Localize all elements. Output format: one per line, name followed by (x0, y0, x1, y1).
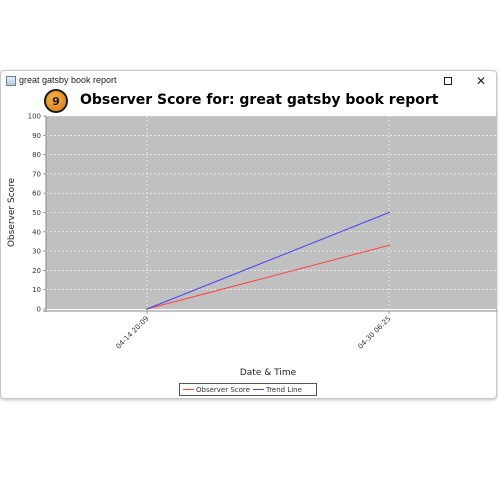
y-tick-label: 60 (32, 190, 41, 198)
score-badge: 9 (44, 89, 68, 113)
legend-label: Observer Score (196, 385, 250, 394)
y-tick-label: 10 (32, 286, 41, 294)
title-bar[interactable]: great gatsby book report ✕ (1, 71, 496, 91)
data-point (146, 308, 148, 310)
close-button[interactable]: ✕ (475, 74, 487, 88)
legend-item-trend-line: Trend Line (252, 385, 302, 394)
data-point (388, 211, 390, 214)
legend-item-observer-score: Observer Score (183, 386, 250, 394)
legend-swatch (252, 389, 264, 390)
legend-swatch (183, 389, 194, 390)
data-point (388, 244, 390, 247)
chart-legend: Observer Score Trend Line (179, 383, 317, 396)
window-title: great gatsby book report (19, 75, 117, 85)
series-line-observer-score (146, 244, 390, 310)
y-tick-label: 50 (32, 209, 41, 217)
y-tick-label: 100 (28, 113, 41, 121)
y-tick-label: 80 (32, 151, 41, 159)
java-window-icon (6, 76, 16, 86)
x-tick-label: 04-14 20:09 (115, 315, 151, 351)
series-line-trend-line (146, 212, 390, 310)
score-badge-number: 9 (52, 94, 60, 108)
y-axis-label: Observer Score (7, 177, 17, 247)
legend-label: Trend Line (265, 385, 302, 394)
y-tick-label: 90 (32, 132, 41, 140)
maximize-button[interactable] (441, 74, 455, 88)
maximize-icon (444, 77, 452, 85)
y-tick-label: 20 (32, 267, 41, 275)
x-tick-label: 04-30 06:25 (357, 315, 393, 351)
y-tick-label: 30 (32, 248, 41, 256)
chart-title: Observer Score for: great gatsby book re… (80, 92, 439, 108)
x-axis-label: Date & Time (240, 368, 297, 378)
y-tick-label: 40 (32, 228, 41, 236)
y-tick-label: 0 (37, 306, 41, 314)
y-tick-label: 70 (32, 170, 41, 178)
